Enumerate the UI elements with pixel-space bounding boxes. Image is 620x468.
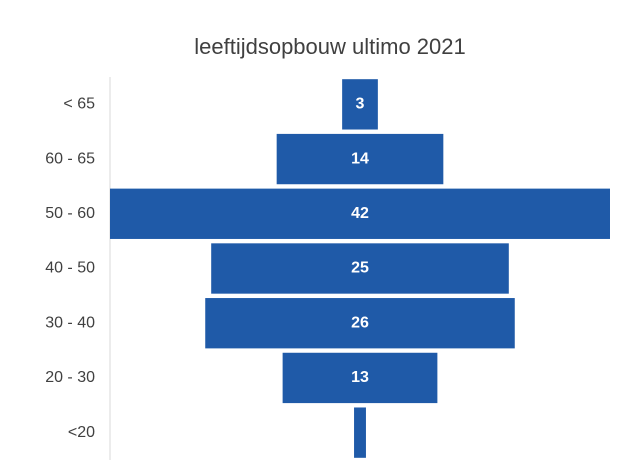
bar — [342, 79, 378, 130]
category-label: 50 - 60 — [45, 205, 95, 222]
value-label: 14 — [351, 150, 369, 167]
category-label: 20 - 30 — [45, 369, 95, 386]
category-label: 40 - 50 — [45, 260, 95, 277]
bar — [354, 407, 366, 458]
bar — [110, 188, 610, 239]
bar — [211, 243, 509, 294]
category-label: <20 — [68, 424, 95, 441]
category-label: 30 - 40 — [45, 314, 95, 331]
category-label: < 65 — [63, 96, 95, 113]
value-label: 3 — [356, 96, 365, 113]
value-label: 26 — [351, 314, 369, 331]
value-label: 13 — [351, 369, 369, 386]
bar — [282, 352, 438, 404]
category-label: 60 - 65 — [45, 150, 95, 167]
chart-title: leeftijdsopbouw ultimo 2021 — [194, 34, 466, 59]
bar — [276, 133, 444, 185]
value-label: 25 — [351, 260, 369, 277]
bar — [205, 298, 515, 349]
value-label: 42 — [351, 205, 369, 222]
